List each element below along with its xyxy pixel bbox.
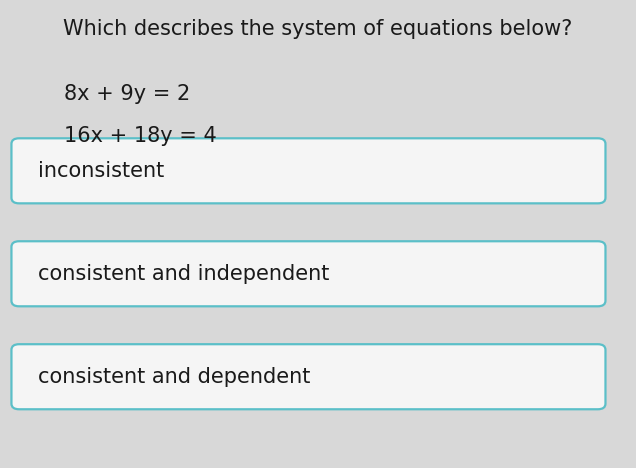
Text: inconsistent: inconsistent [38,161,165,181]
FancyBboxPatch shape [11,138,605,203]
Text: 16x + 18y = 4: 16x + 18y = 4 [64,126,216,146]
FancyBboxPatch shape [11,344,605,409]
Text: Which describes the system of equations below?: Which describes the system of equations … [64,19,572,39]
Text: 8x + 9y = 2: 8x + 9y = 2 [64,84,190,104]
FancyBboxPatch shape [11,241,605,306]
Text: consistent and dependent: consistent and dependent [38,367,310,387]
Text: consistent and independent: consistent and independent [38,264,329,284]
